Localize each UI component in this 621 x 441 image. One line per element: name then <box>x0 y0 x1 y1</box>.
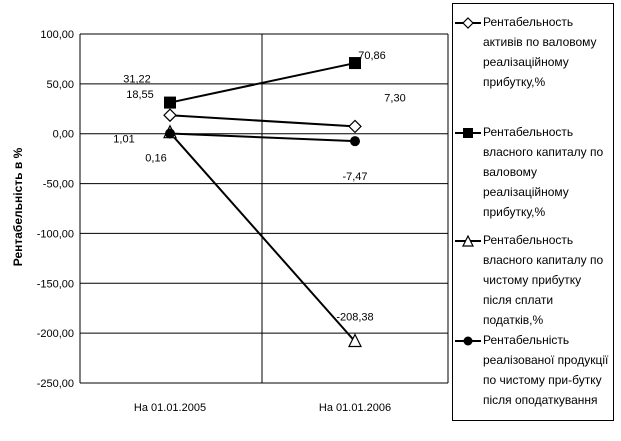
data-label: -7,47 <box>342 171 367 183</box>
series-line-4 <box>169 132 356 143</box>
series-line-1 <box>169 114 356 128</box>
data-label: -208,38 <box>336 311 373 323</box>
gridlines <box>79 33 449 384</box>
legend-diamond-icon <box>455 17 481 29</box>
data-label: 0,16 <box>145 153 166 165</box>
point-square-filled <box>164 96 176 109</box>
data-label: 31,22 <box>123 74 151 86</box>
data-label: 70,86 <box>358 50 386 62</box>
y-tick-label: 50,00 <box>46 79 74 91</box>
point-circle-filled <box>165 128 175 139</box>
y-tick-label: 100,00 <box>40 29 74 41</box>
legend-label-3: Рентабельность власного капиталу по чист… <box>483 233 604 327</box>
legend-label-2: Рентабельность власного капиталу по вало… <box>483 125 604 219</box>
y-tick-label: -50,00 <box>43 179 74 191</box>
legend-triangle-icon <box>455 235 481 247</box>
y-tick-labels: 100,00 50,00 0,00 -50,00 -100,00 -150,00 -200,… <box>37 29 74 390</box>
legend-circle-icon <box>455 336 481 346</box>
x-tick-label: На 01.01.2005 <box>134 402 206 414</box>
data-labels: 18,55 7,30 31,22 70,86 1,01 -208,38 0,16 -7,47 <box>113 50 405 323</box>
point-triangle-open <box>348 333 362 348</box>
point-diamond-open <box>348 119 362 134</box>
series-line-2 <box>169 62 356 104</box>
legend-square-icon <box>455 128 481 138</box>
point-circle-filled <box>350 136 360 147</box>
legend-label-1: Рентабельность активів по валовому реалі… <box>483 15 597 89</box>
x-tick-labels: На 01.01.2005 На 01.01.2006 <box>134 402 391 414</box>
y-tick-label: -100,00 <box>37 228 74 240</box>
legend-label-4: Рентабельність реалізованої продукції по… <box>483 333 609 407</box>
data-label: 1,01 <box>113 134 134 146</box>
data-label: 18,55 <box>126 89 154 101</box>
y-tick-label: 0,00 <box>53 129 74 141</box>
series-line-3 <box>169 132 356 343</box>
y-tick-label: -150,00 <box>37 278 74 290</box>
point-square-filled <box>349 57 361 70</box>
series-group <box>163 57 362 348</box>
legend: Рентабельность активів по валовому реалі… <box>452 3 614 421</box>
data-label: 7,30 <box>384 92 405 104</box>
y-axis-label: Рентабельність в % <box>11 147 25 266</box>
y-tick-label: -200,00 <box>37 328 74 340</box>
x-tick-label: На 01.01.2006 <box>319 402 391 414</box>
point-diamond-open <box>163 108 177 123</box>
y-tick-label: -250,00 <box>37 378 74 390</box>
